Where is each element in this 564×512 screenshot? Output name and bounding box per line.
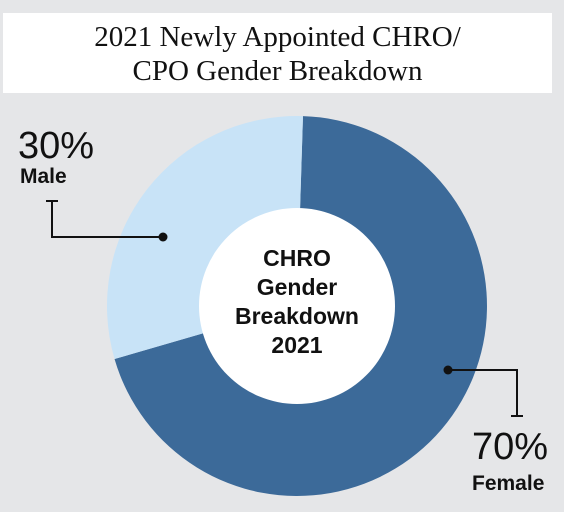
center-label: CHRO Gender Breakdown 2021 bbox=[222, 244, 372, 360]
female-category-label: Female bbox=[472, 472, 545, 495]
center-label-line-1: CHRO bbox=[263, 245, 331, 271]
chart-title-line-2: CPO Gender Breakdown bbox=[132, 55, 423, 87]
female-leader-dot bbox=[443, 365, 453, 375]
female-percent-label: 70% bbox=[472, 426, 549, 468]
center-label-line-4: 2021 bbox=[271, 332, 323, 358]
male-leader-line bbox=[51, 200, 163, 238]
donut-hole bbox=[199, 208, 395, 404]
female-leader-line bbox=[448, 369, 518, 416]
chart-title-line-1: 2021 Newly Appointed CHRO/ bbox=[94, 21, 461, 53]
male-category-label: Male bbox=[20, 165, 67, 188]
center-label-line-3: Breakdown bbox=[235, 303, 359, 329]
male-leader-dot bbox=[158, 232, 168, 242]
center-label-line-2: Gender bbox=[256, 274, 338, 300]
male-percent-label: 30% bbox=[18, 125, 95, 167]
chart-title: 2021 Newly Appointed CHRO/ CPO Gender Br… bbox=[3, 13, 552, 93]
